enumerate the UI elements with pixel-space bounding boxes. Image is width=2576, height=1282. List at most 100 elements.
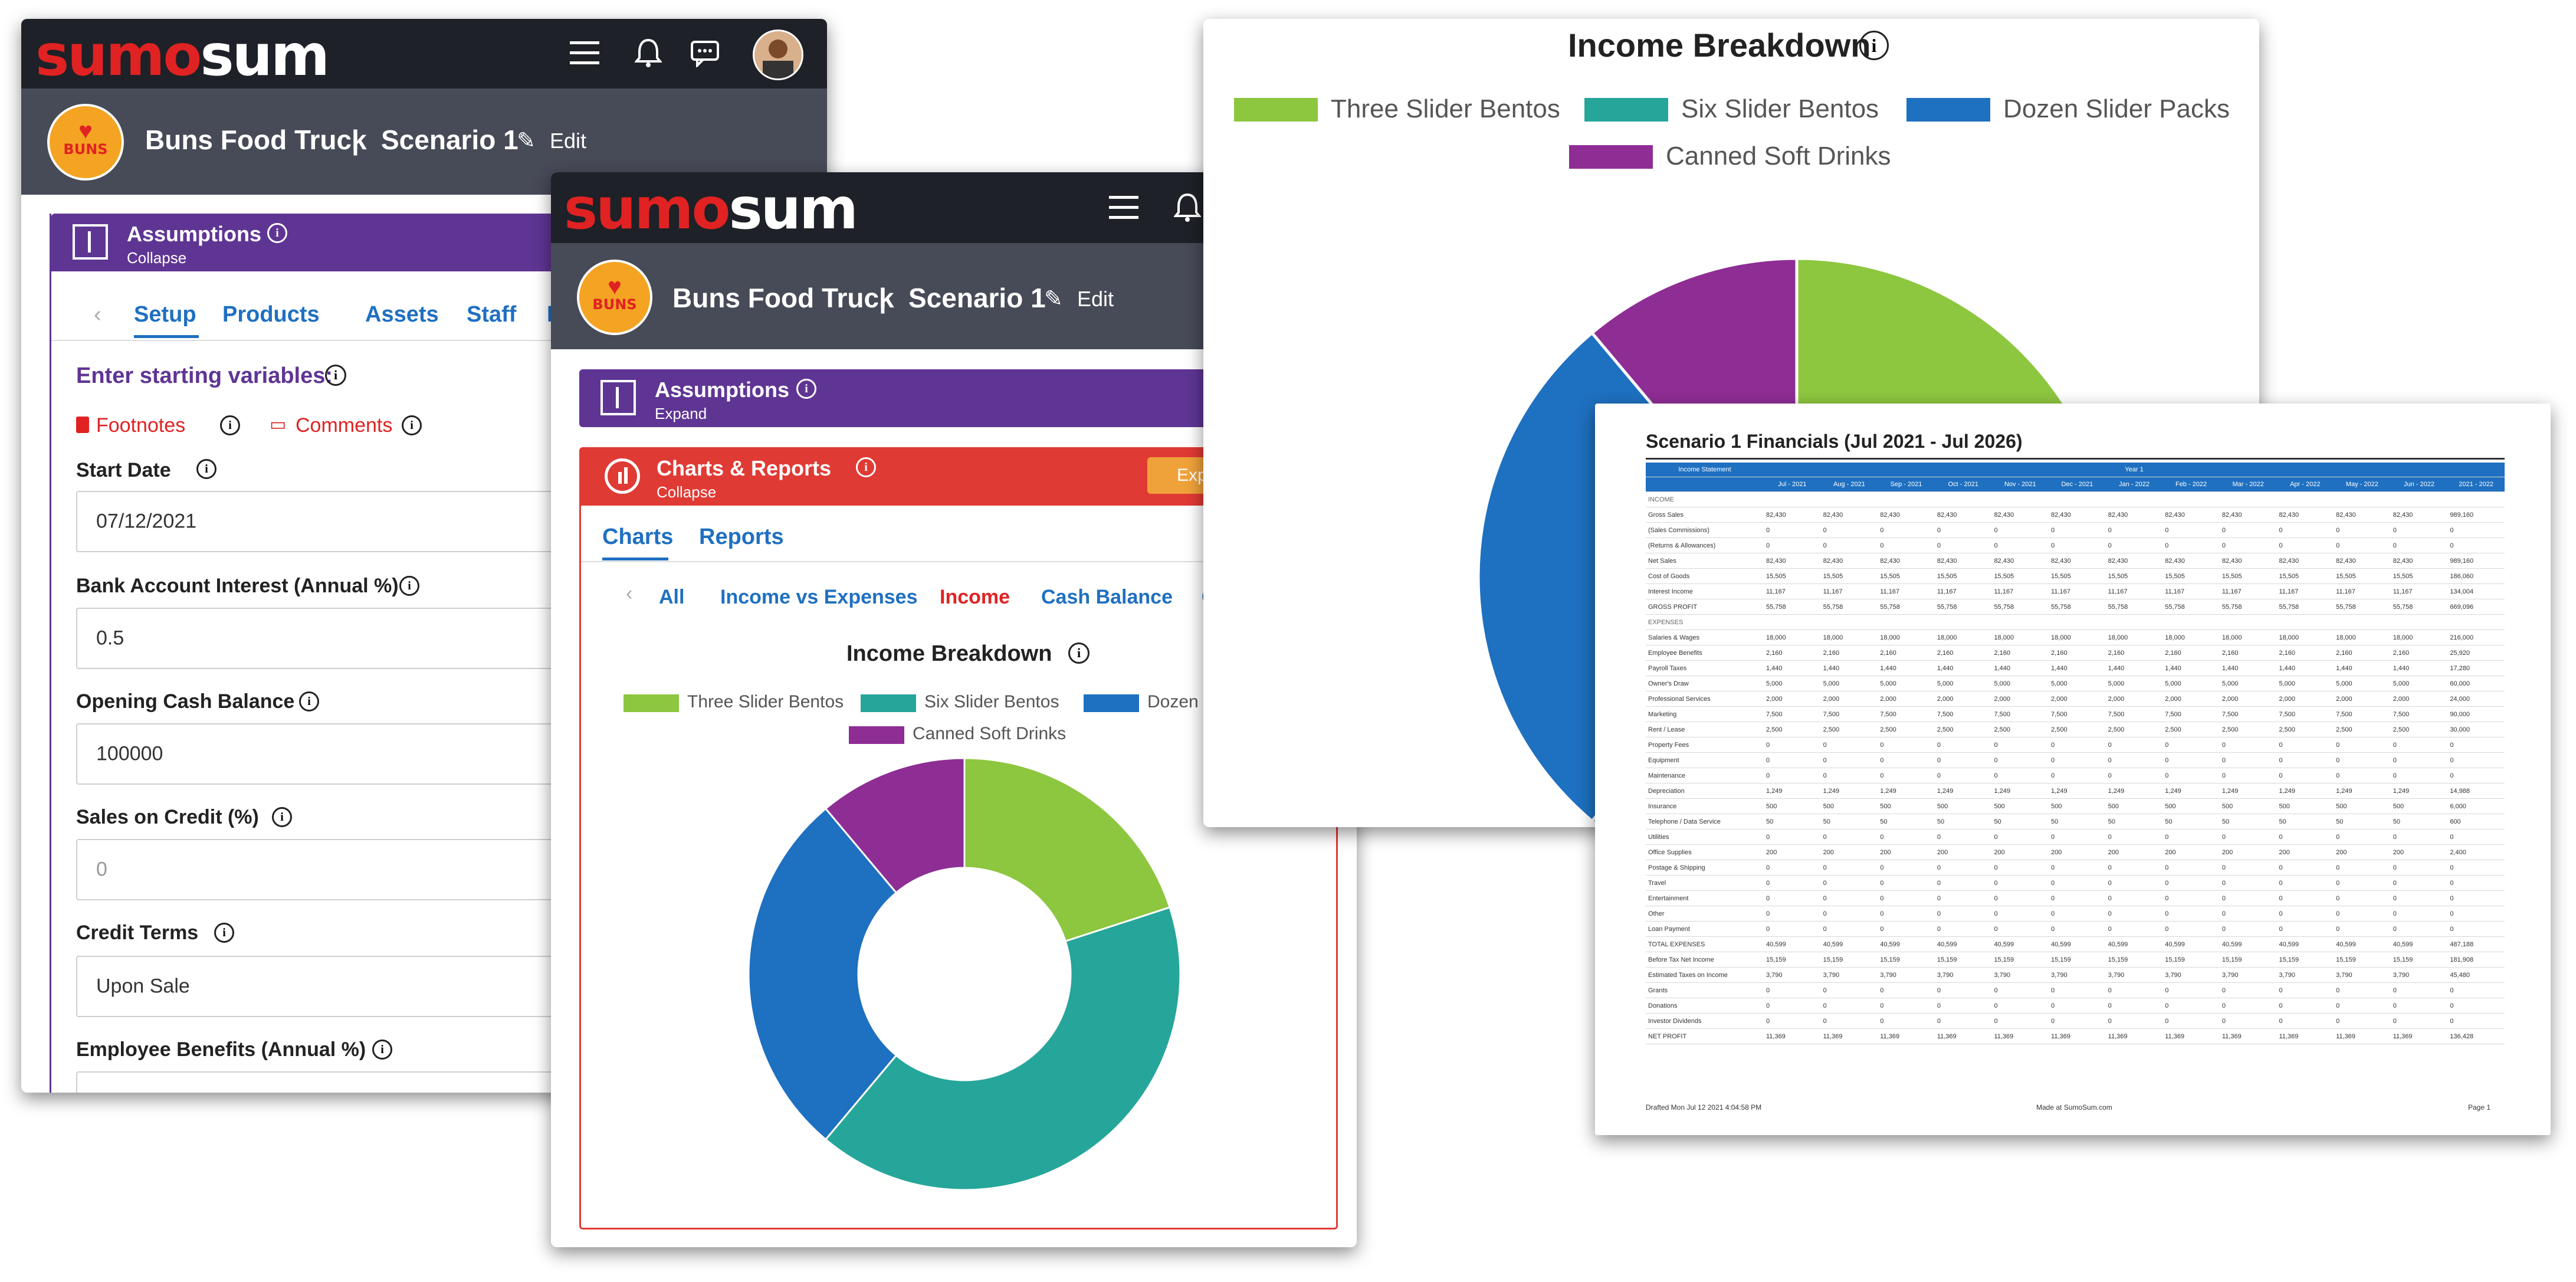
hamburger-menu-icon[interactable] xyxy=(1109,196,1138,219)
subtab-income-vs-expenses[interactable]: Income vs Expenses xyxy=(720,586,918,608)
table-row: Maintenance 0 0 0 0 0 0 0 0 0 0 0 0 0 xyxy=(1646,768,2505,783)
edit-link[interactable]: Edit xyxy=(550,129,587,153)
table-cell: 82,430 xyxy=(1820,507,1878,523)
hamburger-menu-icon[interactable] xyxy=(570,41,599,65)
employee-benefits-info-icon[interactable]: i xyxy=(372,1040,392,1060)
bank-interest-info-icon[interactable]: i xyxy=(399,576,419,596)
subtab-scroll-left-icon[interactable]: ‹ xyxy=(626,582,633,605)
chat-icon[interactable] xyxy=(690,40,720,68)
footnotes-info-icon[interactable]: i xyxy=(220,415,240,435)
tab-products[interactable]: Products xyxy=(222,302,320,327)
table-cell: 7,500 xyxy=(1991,706,2049,722)
legend-swatch-dozen xyxy=(1084,694,1139,712)
info-icon[interactable]: i xyxy=(267,223,287,243)
table-cell: 82,430 xyxy=(1991,553,2049,569)
legend-label-six[interactable]: Six Slider Bentos xyxy=(924,692,1059,712)
subtab-income[interactable]: Income xyxy=(940,586,1010,608)
title-separator: | xyxy=(352,124,359,155)
scenario-name: Scenario 1 xyxy=(381,124,519,155)
table-row: Salaries & Wages 18,000 18,000 18,000 18,000… xyxy=(1646,629,2505,645)
sumosum-logo[interactable]: sumosum xyxy=(35,22,330,88)
user-avatar[interactable] xyxy=(753,29,803,80)
legend-swatch-drinks xyxy=(1569,145,1653,169)
row-label: Gross Sales xyxy=(1646,507,1764,523)
tab-scroll-left-icon[interactable]: ‹ xyxy=(94,302,101,327)
table-cell: 1,249 xyxy=(2105,783,2163,799)
comments-icon[interactable]: ▭ xyxy=(270,415,287,434)
subtab-all[interactable]: All xyxy=(659,586,685,608)
table-cell: 0 xyxy=(2390,921,2448,937)
donut-slice-three-slider-bentos[interactable] xyxy=(963,757,1171,943)
table-cell: 5,000 xyxy=(1820,676,1878,691)
table-cell: 15,159 xyxy=(1764,952,1821,968)
donut-slice-canned-soft-drinks[interactable] xyxy=(824,757,966,894)
table-cell: 0 xyxy=(1991,860,2049,876)
table-cell: 200 xyxy=(2390,844,2448,860)
opening-cash-info-icon[interactable]: i xyxy=(299,691,319,712)
panel-icon xyxy=(73,224,108,260)
section-heading: Enter starting variables: xyxy=(76,363,333,388)
row-label: INCOME xyxy=(1646,491,1764,507)
info-icon[interactable]: i xyxy=(796,379,816,399)
table-cell: 18,000 xyxy=(1820,629,1878,645)
donut-slice-dozen-slider-packs[interactable] xyxy=(747,807,898,1141)
table-cell: 0 xyxy=(2162,921,2220,937)
legend-label-six[interactable]: Six Slider Bentos xyxy=(1681,94,1879,123)
edit-pencil-icon[interactable]: ✎ xyxy=(517,129,536,153)
bell-icon[interactable] xyxy=(634,38,663,68)
table-cell: 11,167 xyxy=(2105,583,2163,599)
footnotes-icon[interactable] xyxy=(76,417,89,433)
subtab-cash-balance[interactable]: Cash Balance xyxy=(1041,586,1173,608)
table-cell: 0 xyxy=(2162,860,2220,876)
tab-reports[interactable]: Reports xyxy=(699,524,784,549)
table-cell: 2,000 xyxy=(2390,691,2448,707)
table-row: EXPENSES xyxy=(1646,614,2505,630)
table-row: Rent / Lease 2,500 2,500 2,500 2,500 2,500 2,5… xyxy=(1646,722,2505,737)
edit-pencil-icon[interactable]: ✎ xyxy=(1044,287,1063,312)
legend-label-three[interactable]: Three Slider Bentos xyxy=(687,692,844,712)
sumosum-logo[interactable]: sumosum xyxy=(564,176,858,242)
chart-info-icon[interactable]: i xyxy=(1068,642,1090,664)
heading-info-icon[interactable]: i xyxy=(325,365,346,386)
table-cell: 500 xyxy=(1934,798,1992,814)
sales-credit-info-icon[interactable]: i xyxy=(272,807,292,827)
start-date-info-icon[interactable]: i xyxy=(196,459,216,479)
table-cell: 200 xyxy=(2276,844,2334,860)
chart-info-icon[interactable]: i xyxy=(1859,31,1889,60)
legend-label-drinks[interactable]: Canned Soft Drinks xyxy=(1666,142,1891,171)
footnotes-link[interactable]: Footnotes xyxy=(96,414,186,437)
table-cell: 2,000 xyxy=(2334,691,2391,707)
table-cell: 0 xyxy=(1991,890,2049,906)
table-cell: 0 xyxy=(1820,752,1878,768)
table-cell: 0 xyxy=(2162,998,2220,1014)
comments-info-icon[interactable]: i xyxy=(402,415,422,435)
tab-staff[interactable]: Staff xyxy=(467,302,517,327)
table-cell: 0 xyxy=(2334,998,2391,1014)
donut-slice-six-slider-bentos[interactable] xyxy=(824,906,1182,1191)
bell-icon[interactable] xyxy=(1173,192,1202,223)
table-cell: 0 xyxy=(1820,906,1878,922)
tab-setup[interactable]: Setup xyxy=(134,302,196,327)
table-row: Interest Income 11,167 11,167 11,167 11,167 1… xyxy=(1646,583,2505,599)
legend-label-dozen[interactable]: Dozen Slider Packs xyxy=(2003,94,2230,123)
table-cell: 18,000 xyxy=(1991,629,2049,645)
table-cell: 40,599 xyxy=(2219,936,2277,952)
table-cell: 15,505 xyxy=(2105,568,2163,584)
comments-link[interactable]: Comments xyxy=(296,414,393,437)
legend-label-three[interactable]: Three Slider Bentos xyxy=(1331,94,1560,123)
tab-assets[interactable]: Assets xyxy=(365,302,439,327)
table-cell: 0 xyxy=(1878,829,1935,845)
legend-label-drinks[interactable]: Canned Soft Drinks xyxy=(913,724,1067,743)
table-cell: 0 xyxy=(1820,860,1878,876)
info-icon[interactable]: i xyxy=(856,457,876,477)
table-cell: 11,167 xyxy=(1820,583,1878,599)
table-row: GROSS PROFIT 55,758 55,758 55,758 55,758 55,7… xyxy=(1646,599,2505,615)
table-cell: 1,440 xyxy=(1991,660,2049,676)
row-label: Professional Services xyxy=(1646,691,1764,707)
edit-link[interactable]: Edit xyxy=(1077,287,1114,311)
credit-terms-info-icon[interactable]: i xyxy=(214,923,234,943)
tab-charts[interactable]: Charts xyxy=(602,524,674,549)
table-cell: 90,000 xyxy=(2447,706,2505,722)
table-cell: 15,505 xyxy=(1878,568,1935,584)
table-cell: 0 xyxy=(2219,998,2277,1014)
